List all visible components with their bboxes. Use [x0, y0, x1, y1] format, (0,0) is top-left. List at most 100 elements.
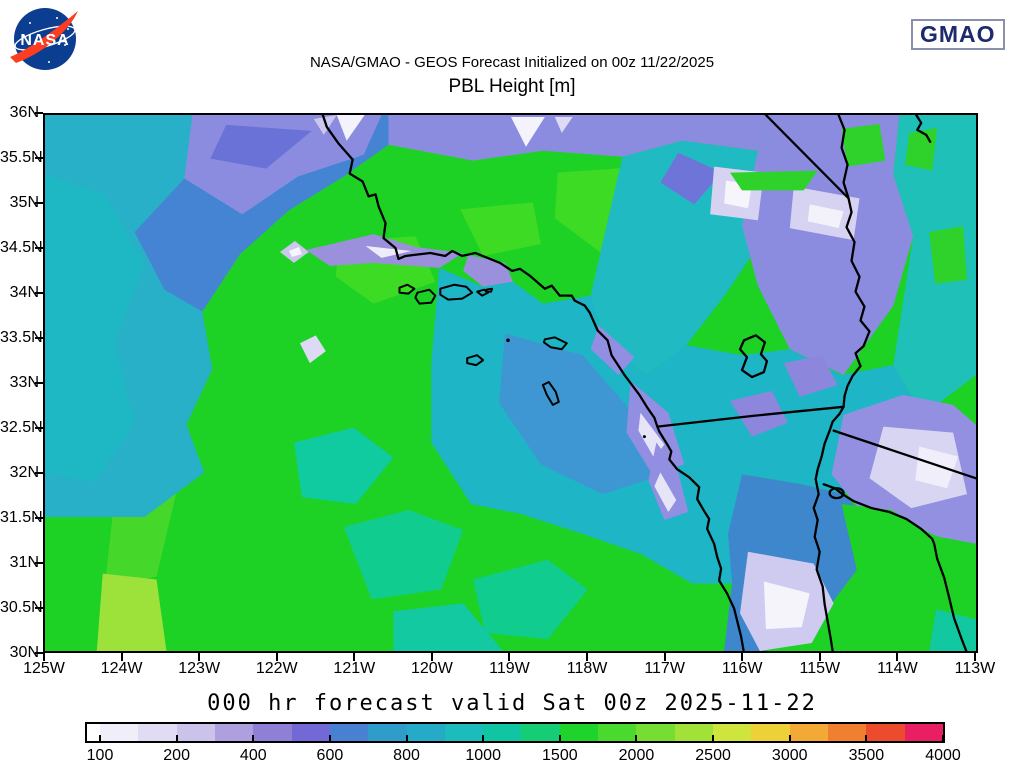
lat-tick	[35, 337, 43, 339]
arizona-mexico-border	[832, 429, 976, 480]
colorbar-label: 2500	[695, 747, 731, 764]
colorbar-tick	[482, 735, 485, 741]
gmao-logo-text: GMAO	[920, 21, 996, 47]
colorbar-tick	[865, 735, 868, 741]
colorbar-tick	[558, 735, 561, 741]
lat-label: 32.5N	[0, 419, 43, 436]
colorado-river-border	[814, 115, 871, 481]
lat-tick	[35, 112, 43, 114]
lat-tick	[35, 652, 43, 654]
colorbar-segment	[291, 724, 330, 741]
lat-label: 35N	[9, 194, 39, 211]
salton-sea-outline	[738, 334, 769, 379]
colorbar-segment	[713, 724, 752, 741]
colorbar-tick	[635, 735, 638, 741]
nasa-red-swoosh	[10, 11, 78, 63]
nasa-orbit-ellipse	[14, 25, 76, 51]
lat-label: 34.5N	[0, 239, 43, 256]
lon-label: 123W	[178, 660, 221, 677]
colorbar-tick	[252, 735, 255, 741]
colorbar-label: 600	[316, 747, 344, 764]
colorbar-segment	[636, 724, 675, 741]
colorbar-segment	[214, 724, 254, 741]
colorbar-label: 3500	[848, 747, 885, 764]
lat-tick	[35, 292, 43, 294]
lat-tick	[35, 382, 43, 384]
us-mexico-border	[656, 405, 845, 428]
lat-tick	[35, 562, 43, 564]
colorbar-label: 800	[393, 747, 420, 764]
lon-tick	[508, 653, 511, 661]
lon-label: 117W	[644, 660, 685, 677]
lat-label: 34N	[9, 284, 39, 301]
lon-label: 124W	[100, 660, 143, 677]
lon-tick	[43, 653, 45, 661]
colorbar-label: 100	[86, 747, 114, 764]
channel-islands	[398, 283, 568, 406]
lon-label: 114W	[877, 660, 918, 677]
colorbar-tick	[942, 735, 944, 741]
lat-tick	[35, 517, 43, 519]
colorbar-segment	[674, 724, 713, 741]
colorbar-segment	[521, 724, 560, 741]
colorbar-label: 200	[163, 747, 190, 764]
gmao-logo: GMAO	[911, 19, 1005, 50]
lat-label: 31.5N	[0, 509, 43, 526]
lat-label: 33N	[9, 374, 39, 391]
lon-tick	[896, 653, 899, 661]
colorbar-tick	[99, 735, 101, 741]
colorbar-segment	[827, 724, 867, 741]
lat-tick	[35, 607, 43, 609]
lat-tick	[35, 472, 43, 474]
colorbar-label: 3000	[771, 747, 808, 764]
santa-barbara-island	[506, 338, 510, 343]
lon-label: 119W	[489, 660, 530, 677]
colorbar-segment	[483, 724, 522, 741]
page-title: NASA/GMAO - GEOS Forecast Initialized on…	[309, 54, 715, 71]
colorbar-segment	[253, 724, 292, 741]
colorbar-segment	[444, 724, 484, 741]
colorbar-label: 400	[239, 747, 267, 764]
coronado-island	[642, 435, 646, 439]
colorbar-segment	[789, 724, 828, 741]
colorbar-tick	[712, 735, 715, 741]
nasa-logo: NASA	[10, 8, 78, 70]
lat-label: 30N	[9, 644, 39, 661]
colorbar-segment	[100, 724, 139, 741]
lat-label: 31N	[9, 554, 39, 571]
colorbar-tick	[175, 735, 178, 741]
nasa-logo-text: NASA	[20, 32, 69, 49]
colorbar-segment	[866, 724, 905, 741]
baja-gulf-coast	[812, 478, 834, 651]
lon-label: 121W	[333, 660, 376, 677]
lat-label: 33.5N	[0, 329, 43, 346]
colorbar-tick	[788, 735, 791, 741]
colorbar-segment	[598, 724, 637, 741]
lon-label: 115W	[799, 660, 841, 677]
contour-field	[45, 115, 976, 651]
colorbar-segment	[406, 724, 445, 741]
colorbar-segment	[368, 724, 407, 741]
lon-tick	[198, 653, 201, 661]
lat-tick	[35, 202, 43, 204]
colorbar-label: 1000	[465, 747, 501, 764]
lat-label: 30.5N	[0, 599, 43, 616]
colorbar-segment	[559, 724, 599, 741]
lon-label: 113W	[954, 660, 996, 677]
lon-label: 116W	[721, 660, 763, 677]
lat-label: 32N	[9, 464, 39, 481]
colorbar-label: 2000	[618, 747, 655, 764]
delta-island	[828, 487, 845, 500]
lon-label: 122W	[255, 660, 298, 677]
lat-tick	[35, 427, 43, 429]
lon-tick	[353, 653, 356, 661]
colorbar-segment	[176, 724, 215, 741]
colorbar-label: 1500	[542, 747, 578, 764]
california-nevada-border	[764, 115, 850, 200]
lat-tick	[35, 247, 43, 249]
colorbar	[85, 722, 945, 743]
colorbar-tick	[405, 735, 408, 741]
colorbar-label: 4000	[925, 747, 961, 764]
lon-label: 118W	[566, 660, 608, 677]
